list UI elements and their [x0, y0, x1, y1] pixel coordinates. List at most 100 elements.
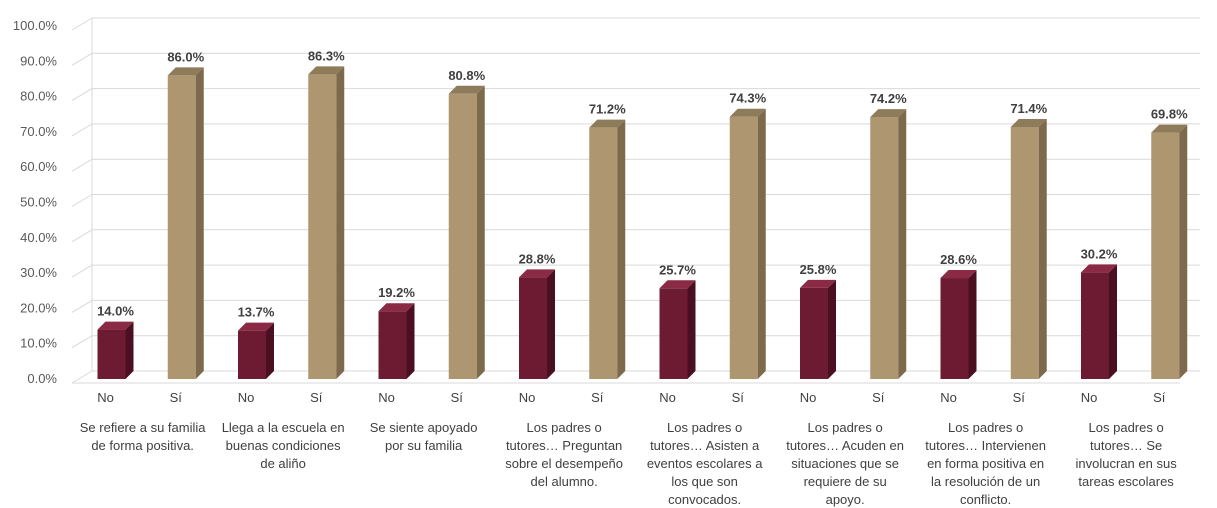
x-axis-labels: No Sí Se refiere a su familia de forma posi… — [80, 390, 1177, 507]
bar-top — [1010, 118, 1047, 127]
bar-front — [378, 311, 407, 379]
x-tick-label: No — [1081, 390, 1098, 405]
group-label: Los padres o tutores… Se involucran en sus… — [1076, 420, 1178, 489]
x-tick-label: Sí — [872, 390, 885, 405]
data-label: 14.0% — [97, 304, 134, 319]
gridline-depth — [71, 335, 93, 349]
bar-front — [659, 288, 688, 379]
group-label: Se refiere a su familia de forma positiva… — [80, 420, 206, 453]
bar-side — [828, 279, 836, 379]
bar-side — [125, 321, 134, 379]
gridline-depth — [71, 52, 93, 66]
y-tick-label: 0.0% — [27, 371, 57, 386]
bar — [729, 108, 766, 379]
data-label: 28.8% — [519, 251, 556, 266]
y-tick-label: 50.0% — [20, 195, 57, 210]
bar-side — [1109, 264, 1117, 379]
data-label: 80.8% — [448, 68, 485, 83]
bar-front — [1151, 132, 1180, 379]
x-tick-label: No — [97, 390, 114, 405]
bar-front — [800, 287, 828, 379]
bar-side — [336, 66, 345, 380]
bar-top — [1151, 124, 1188, 133]
bar-front — [238, 330, 266, 379]
x-tick-label: Sí — [591, 390, 604, 405]
bar-side — [195, 67, 204, 380]
bar-top — [448, 85, 485, 94]
gridline-depth — [71, 299, 93, 313]
bar-front — [448, 93, 477, 379]
group-label: Llega a la escuela en buenas condiciones d… — [222, 420, 345, 471]
gridline-depth — [71, 17, 93, 31]
bar-front — [729, 116, 758, 379]
y-tick-label: 60.0% — [20, 159, 57, 174]
bar-top — [238, 322, 274, 331]
bar-side — [547, 269, 555, 379]
bars — [97, 66, 1188, 380]
group-label: Los padres o tutores… Asisten a eventos es… — [647, 420, 763, 507]
bar-side — [757, 108, 766, 379]
x-tick-label: Sí — [732, 390, 745, 405]
bar-front — [1081, 272, 1109, 379]
y-tick-label: 20.0% — [20, 300, 57, 315]
x-tick-label: Sí — [451, 390, 464, 405]
bar-front — [308, 74, 337, 380]
bar — [589, 119, 626, 379]
bar-top — [519, 269, 555, 278]
data-label: 86.0% — [167, 49, 204, 64]
bar — [378, 303, 415, 379]
bar — [1081, 264, 1117, 379]
y-axis-ticks: 0.0% 10.0% 20.0% 30.0% 40.0% 50.0% 60.0% 70.0% 8… — [13, 18, 58, 386]
data-label: 25.8% — [800, 262, 837, 277]
bar-side — [476, 85, 485, 379]
bar-front — [97, 329, 126, 379]
bar — [659, 280, 696, 379]
bar — [167, 67, 204, 380]
gridline-depth — [71, 123, 93, 137]
bar — [448, 85, 485, 379]
bar-front — [589, 127, 618, 379]
bar-top — [659, 280, 696, 289]
x-tick-label: No — [238, 390, 255, 405]
bar-top — [167, 67, 204, 76]
group-label: Los padres o tutores… Preguntan sobre el d… — [505, 420, 623, 489]
group-label: Se siente apoyado por su familia — [370, 420, 478, 453]
bar — [238, 322, 274, 379]
bar-top — [800, 279, 836, 288]
bar — [308, 66, 345, 380]
data-label: 25.7% — [659, 262, 696, 277]
bar-side — [687, 280, 696, 379]
bar-front — [167, 75, 196, 380]
data-label: 74.2% — [870, 91, 907, 106]
bar — [519, 269, 555, 379]
bar-top — [378, 303, 415, 312]
data-label: 30.2% — [1081, 246, 1118, 261]
y-tick-label: 30.0% — [20, 265, 57, 280]
data-label: 71.2% — [589, 102, 626, 117]
bar-side — [406, 303, 415, 379]
bar — [800, 279, 836, 379]
bar-top — [97, 321, 134, 330]
bar-top — [729, 108, 766, 117]
bar-side — [266, 322, 274, 379]
bar-top — [870, 109, 907, 118]
group-label: Los padres o tutores… Acuden en situacione… — [786, 420, 904, 507]
bar — [940, 270, 977, 379]
data-label: 74.3% — [729, 91, 766, 106]
bar-front — [519, 277, 547, 379]
data-label: 13.7% — [238, 305, 275, 320]
data-label: 69.8% — [1151, 107, 1188, 122]
group-label: Los padres o tutores… Intervienen en forma… — [925, 420, 1046, 507]
bar-side — [1038, 118, 1047, 379]
x-tick-label: Sí — [1153, 390, 1166, 405]
bar — [1010, 118, 1047, 379]
y-tick-label: 80.0% — [20, 89, 57, 104]
bar-side — [617, 119, 626, 379]
gridline-depth — [71, 88, 93, 102]
bar — [1151, 124, 1188, 379]
bar-top — [308, 66, 345, 75]
bar-front — [870, 117, 899, 379]
bar-side — [898, 109, 907, 379]
gridline-depth — [71, 194, 93, 207]
